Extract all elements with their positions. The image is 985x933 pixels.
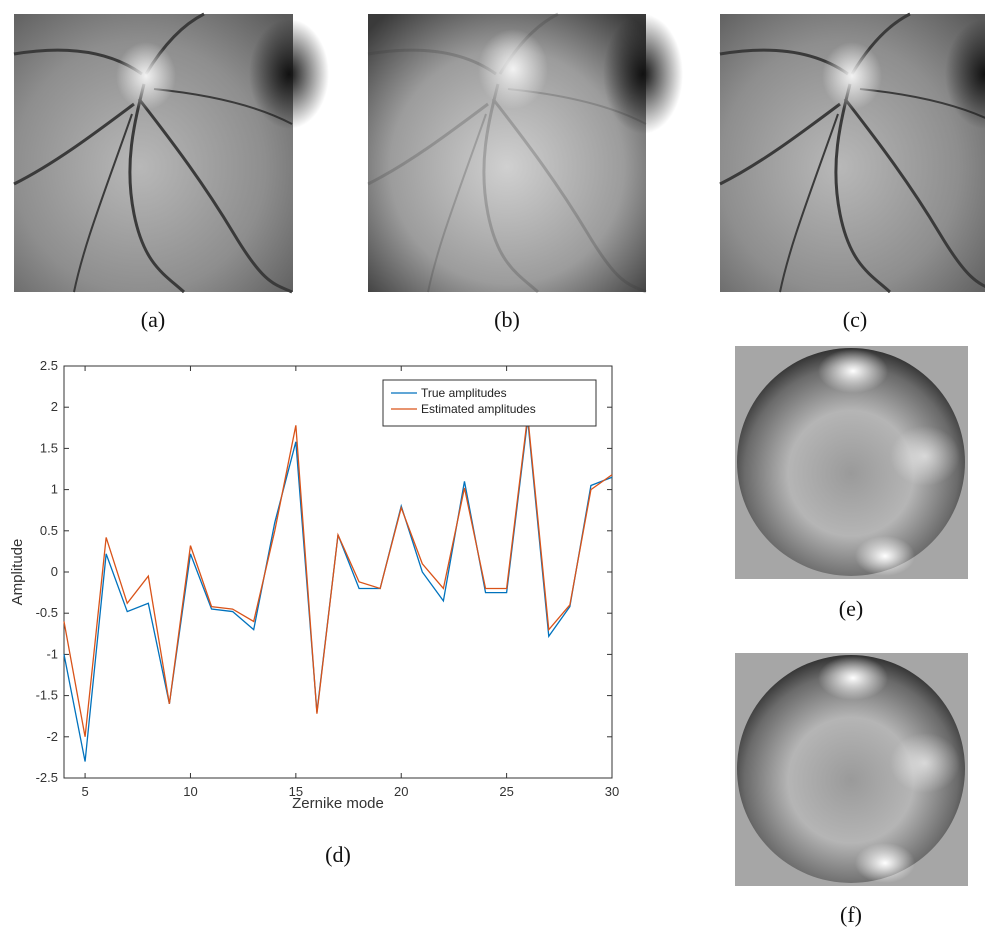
y-tick-label: -1.5 [36, 688, 58, 703]
y-tick-label: 2 [51, 399, 58, 414]
caption: (f) [840, 902, 862, 927]
y-tick-label: -1 [46, 646, 58, 661]
legend-box [382, 379, 597, 427]
phase-map [735, 346, 968, 579]
x-axis-label: Zernike mode [292, 795, 384, 812]
fundus-image [12, 12, 329, 294]
y-tick-label: -2.5 [36, 770, 58, 785]
restored-image [718, 12, 985, 294]
caption: (a) [141, 307, 165, 332]
y-tick-label: 0 [51, 564, 58, 579]
caption: (d) [325, 842, 351, 867]
y-tick-label: 0.5 [40, 523, 58, 538]
y-tick-label: -2 [46, 729, 58, 744]
caption: (e) [839, 596, 863, 621]
x-tick-label: 20 [394, 784, 408, 799]
phase-map [735, 653, 968, 886]
blurred-image [366, 12, 683, 294]
y-tick-label: -0.5 [36, 605, 58, 620]
y-axis-label: Amplitude [9, 539, 26, 606]
y-tick-label: 2.5 [40, 358, 58, 373]
x-tick-label: 5 [81, 784, 88, 799]
y-tick-label: 1 [51, 482, 58, 497]
legend-label: True amplitudes [421, 386, 507, 400]
y-tick-label: 1.5 [40, 440, 58, 455]
plot-area [63, 365, 613, 779]
x-tick-label: 25 [499, 784, 513, 799]
x-tick-label: 15 [289, 784, 303, 799]
data-line [63, 415, 613, 737]
x-tick-label: 10 [183, 784, 197, 799]
x-tick-label: 30 [605, 784, 619, 799]
legend-label: Estimated amplitudes [421, 402, 536, 416]
caption: (c) [843, 307, 867, 332]
caption: (b) [494, 307, 520, 332]
